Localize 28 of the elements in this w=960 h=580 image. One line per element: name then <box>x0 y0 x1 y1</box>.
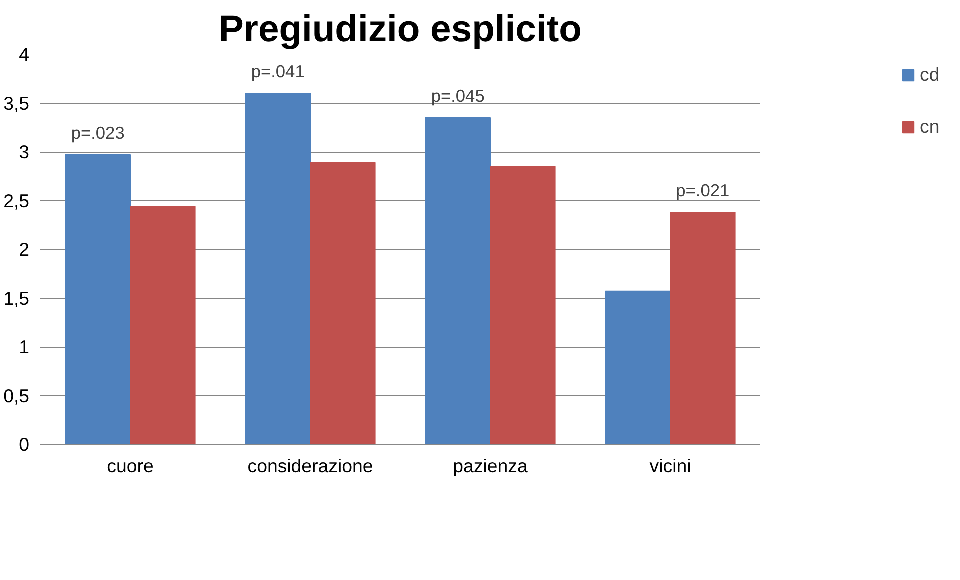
annotation: p=.041 <box>251 62 305 82</box>
bar <box>670 212 736 444</box>
legend-label: cn <box>920 116 940 138</box>
annotation: p=.045 <box>431 86 485 106</box>
x-tick-label: pazienza <box>453 456 528 476</box>
y-tick-label: 3,5 <box>4 92 30 114</box>
legend-label: cd <box>920 64 940 86</box>
annotation: p=.021 <box>676 180 730 200</box>
y-tick-label: 2 <box>19 239 30 260</box>
x-tick-label: vicini <box>650 456 692 476</box>
annotation: p=.023 <box>71 122 125 143</box>
bar <box>425 117 491 444</box>
bar <box>605 290 671 444</box>
x-tick-label: cuore <box>107 456 154 476</box>
y-tick-label: 0,5 <box>4 385 30 406</box>
y-tick-label: 4 <box>19 44 30 65</box>
bar <box>490 166 556 444</box>
y-tick-label: 0 <box>19 434 30 455</box>
y-tick-label: 3 <box>19 142 30 162</box>
y-tick-label: 2,5 <box>4 190 30 212</box>
bar <box>310 162 376 444</box>
bar <box>130 206 196 444</box>
y-tick-label: 1 <box>19 336 30 358</box>
chart-title: Pregiudizio esplicito <box>219 8 582 50</box>
bar <box>245 93 311 444</box>
y-tick-label: 1,5 <box>4 288 30 309</box>
bar <box>65 154 131 444</box>
x-tick-label: considerazione <box>248 456 374 476</box>
